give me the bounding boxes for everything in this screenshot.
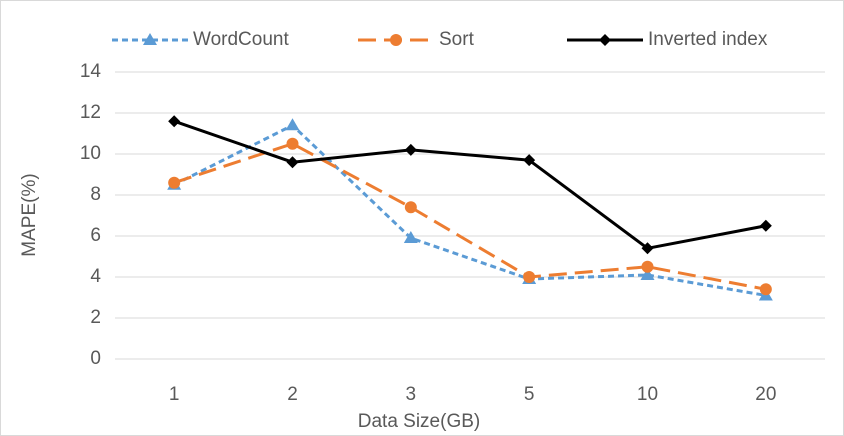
series-line	[173, 123, 767, 297]
y-tick-label: 6	[90, 225, 101, 246]
legend-label: Inverted index	[648, 29, 768, 50]
data-point	[523, 271, 536, 283]
y-tick-label: 14	[80, 61, 102, 82]
data-point	[285, 118, 300, 131]
x-tick-label: 3	[406, 384, 417, 405]
data-point	[641, 242, 654, 255]
data-point	[523, 154, 536, 167]
series-line	[173, 142, 767, 291]
data-point	[286, 156, 299, 169]
legend-marker	[599, 34, 611, 46]
legend-marker	[390, 34, 402, 46]
x-axis-label: Data Size(GB)	[358, 411, 480, 432]
x-tick-label: 20	[755, 384, 776, 405]
data-point	[168, 176, 181, 189]
data-point	[286, 137, 299, 150]
y-axis-label: MAPE(%)	[19, 173, 40, 256]
y-tick-label: 0	[90, 348, 101, 369]
data-point	[403, 231, 418, 244]
data-point	[404, 201, 417, 214]
data-point	[168, 115, 181, 128]
data-point	[759, 283, 772, 296]
x-tick-label: 10	[637, 384, 658, 405]
y-tick-label: 2	[90, 307, 101, 328]
series-line	[173, 119, 767, 250]
x-tick-label: 1	[169, 384, 180, 405]
x-tick-label: 2	[287, 384, 298, 405]
y-tick-label: 10	[80, 143, 101, 164]
y-tick-label: 4	[90, 266, 101, 287]
data-point	[640, 267, 655, 280]
data-point	[404, 143, 417, 156]
legend-label: Sort	[439, 29, 475, 50]
data-point	[759, 219, 772, 232]
y-tick-label: 12	[80, 102, 101, 123]
legend-marker	[143, 33, 157, 45]
data-point	[641, 260, 654, 273]
legend-label: WordCount	[193, 29, 289, 50]
y-tick-label: 8	[90, 184, 101, 205]
x-tick-label: 5	[524, 384, 535, 405]
